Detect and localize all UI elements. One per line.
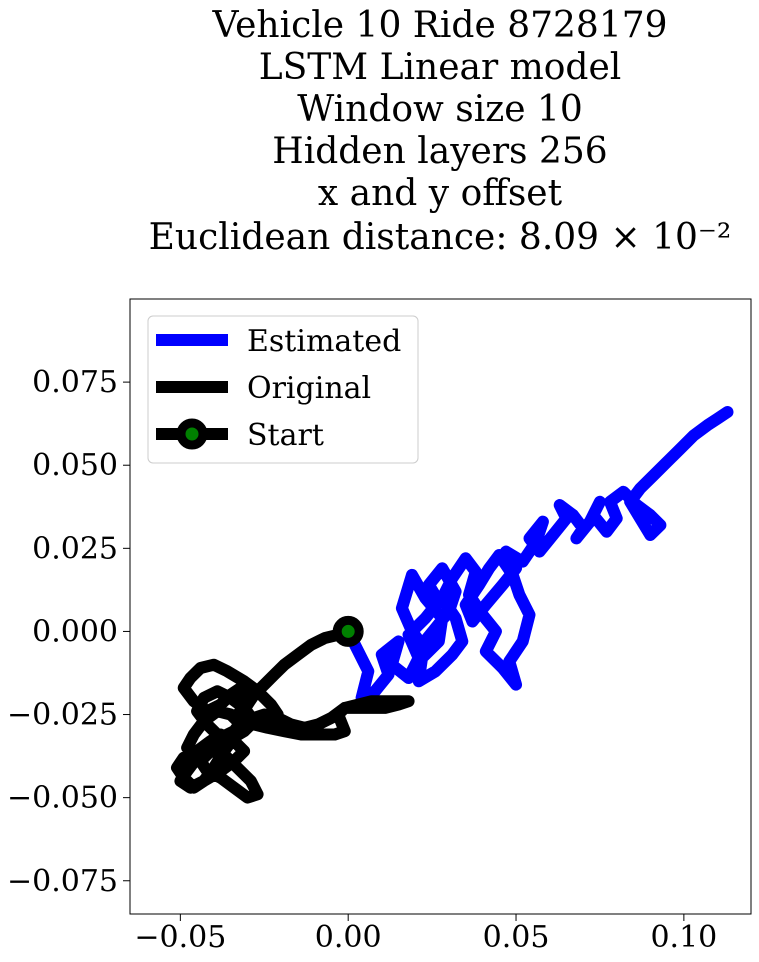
x-tick-label: 0.10 — [650, 920, 717, 955]
title-line-3: Window size 10 — [297, 89, 583, 130]
y-tick-label: −0.075 — [7, 864, 118, 899]
title-line-6: Euclidean distance: 8.09 × 10⁻² — [149, 217, 732, 258]
legend-label-start: Start — [247, 418, 324, 453]
y-tick-label: −0.050 — [7, 781, 118, 816]
y-tick-label: 0.075 — [32, 365, 118, 400]
start-marker — [332, 615, 364, 647]
title-line-5: x and y offset — [318, 173, 563, 214]
chart-title: Vehicle 10 Ride 8728179 LSTM Linear mode… — [149, 5, 732, 258]
x-tick-label: 0.00 — [315, 920, 382, 955]
series-layer — [171, 406, 734, 804]
y-tick-label: 0.000 — [32, 614, 118, 649]
legend: Estimated Original Start — [147, 315, 419, 464]
legend-marker-start — [176, 418, 208, 450]
y-tick-label: 0.050 — [32, 448, 118, 483]
series-line-estimated — [342, 406, 734, 704]
legend-label-estimated: Estimated — [247, 324, 401, 359]
x-tick-label: −0.05 — [134, 920, 226, 955]
legend-box — [147, 315, 419, 464]
y-tick-label: 0.025 — [32, 531, 118, 566]
plot-frame — [129, 298, 752, 915]
y-tick-label: −0.025 — [7, 698, 118, 733]
title-line-2: LSTM Linear model — [259, 47, 622, 88]
title-line-1: Vehicle 10 Ride 8728179 — [211, 5, 667, 46]
series-line-original — [171, 625, 415, 804]
x-tick-label: 0.05 — [483, 920, 550, 955]
title-line-4: Hidden layers 256 — [272, 131, 607, 172]
legend-label-original: Original — [247, 371, 371, 406]
axes-layer: −0.05 0.00 0.05 0.10 −0.075 −0.050 −0.025 0.000… — [7, 298, 752, 955]
